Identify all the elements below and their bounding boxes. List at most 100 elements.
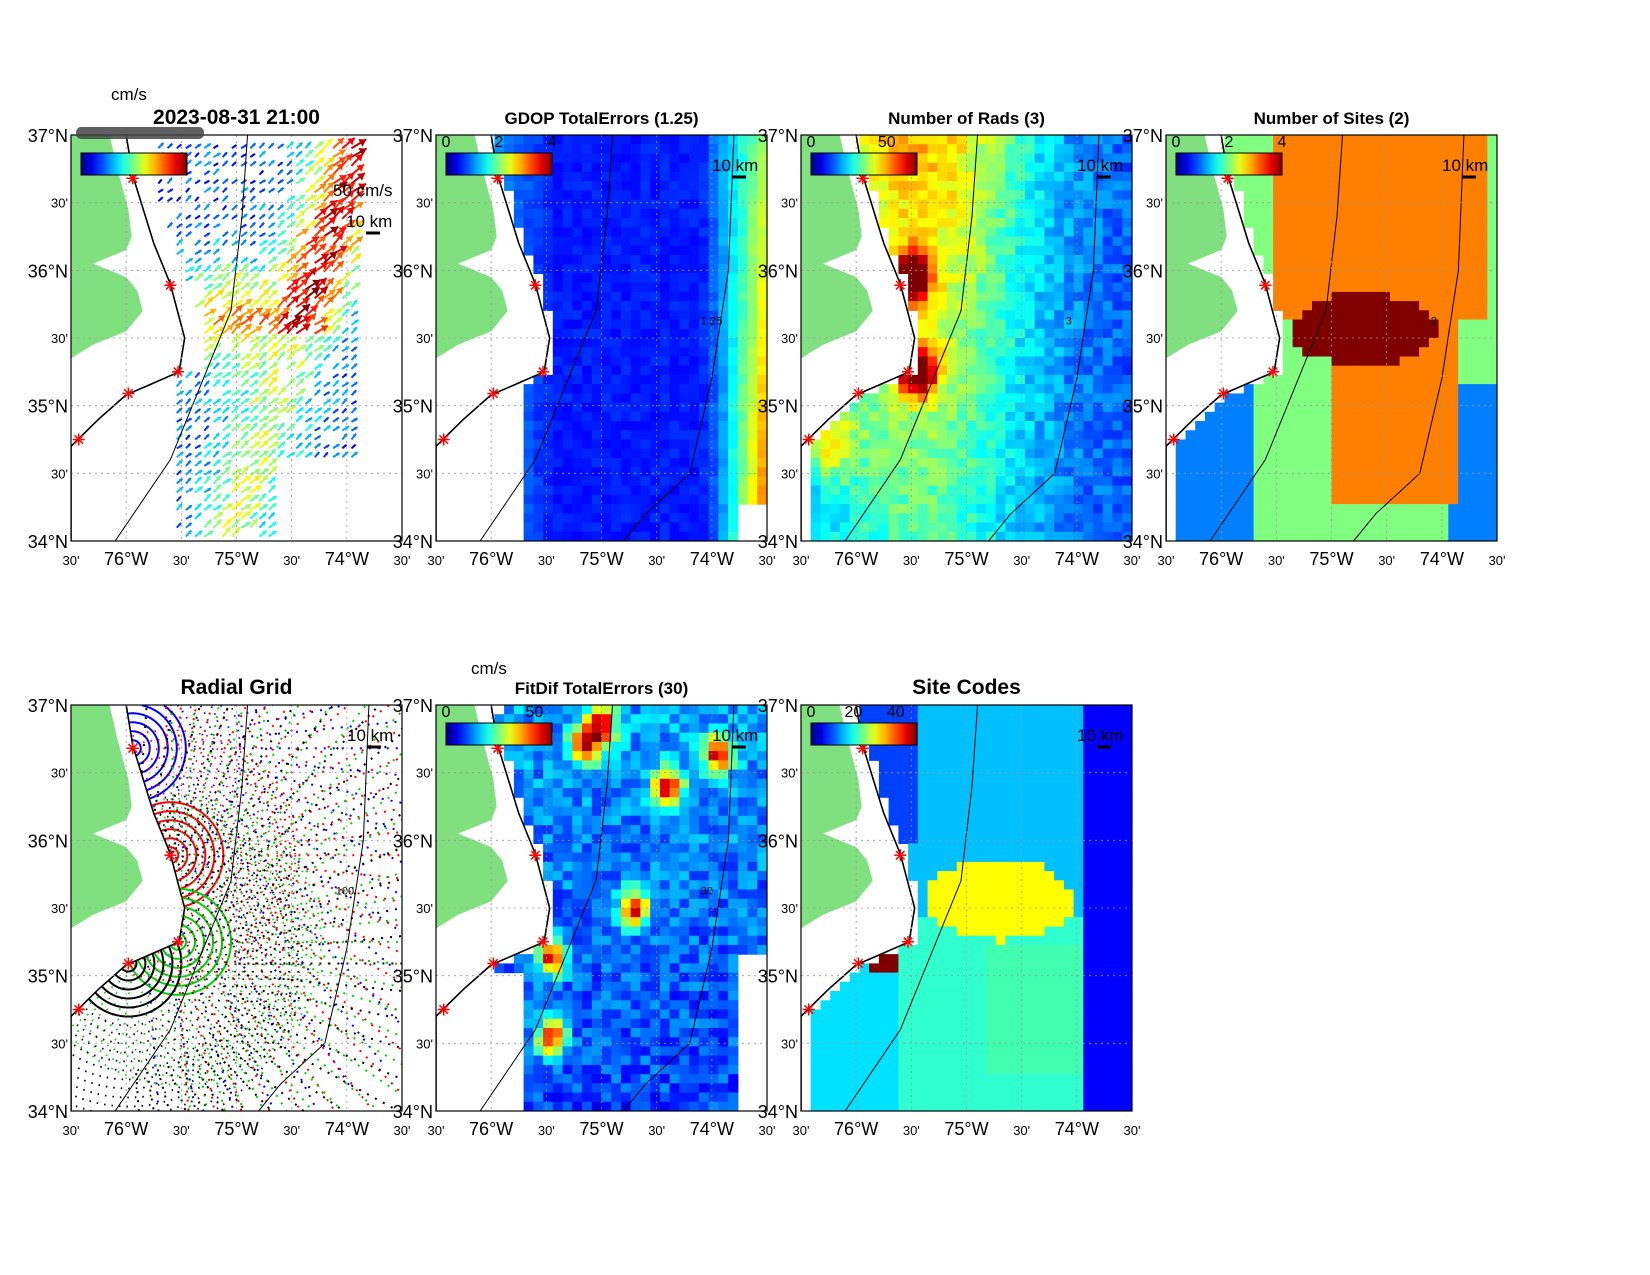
heatmap-cell: [1083, 218, 1094, 228]
heatmap-cell: [1093, 282, 1104, 293]
vector-arrowhead: [198, 470, 203, 474]
heatmap-cell: [1024, 513, 1036, 524]
heatmap-cell: [1263, 264, 1274, 274]
heatmap-cell: [878, 458, 890, 468]
vector-arrowhead: [234, 240, 239, 245]
heatmap-cell: [757, 291, 767, 302]
heatmap-cell: [1341, 153, 1352, 164]
heatmap-cell: [650, 255, 661, 265]
heatmap-cell: [630, 494, 641, 505]
heatmap-cell: [1380, 144, 1391, 154]
heatmap-cell: [966, 338, 977, 348]
heatmap-cell: [552, 273, 564, 284]
heatmap-cell: [927, 365, 938, 376]
heatmap-cell: [1063, 374, 1075, 385]
heatmap-cell: [1122, 319, 1132, 330]
heatmap-cell: [1102, 430, 1114, 441]
heatmap-cell: [1477, 374, 1488, 385]
heatmap-cell: [1015, 181, 1026, 191]
heatmap-cell: [718, 328, 729, 339]
heatmap-cell: [513, 190, 525, 201]
heatmap-cell: [1112, 218, 1123, 228]
heatmap-cell: [1360, 411, 1371, 422]
heatmap-cell: [1054, 421, 1065, 431]
heatmap-cell: [1034, 522, 1045, 533]
heatmap-cell: [1487, 448, 1497, 459]
heatmap-cell: [917, 365, 929, 376]
vector-arrowhead: [297, 433, 302, 438]
heatmap-cell: [1093, 374, 1104, 385]
star-stroke: [895, 280, 906, 290]
vector-arrowhead: [262, 232, 266, 236]
heatmap-cell: [640, 365, 651, 376]
heatmap-cell: [917, 301, 929, 311]
vector-arrowhead: [169, 189, 173, 192]
heatmap-cell: [630, 347, 641, 357]
heatmap-cell: [1341, 162, 1352, 173]
heatmap-cell: [1448, 218, 1459, 228]
heatmap-cell: [849, 439, 860, 450]
heatmap-cell: [1487, 458, 1497, 468]
heatmap-cell: [1399, 273, 1410, 284]
heatmap-cell: [917, 245, 929, 256]
heatmap-cell: [621, 421, 632, 431]
heatmap-cell: [669, 181, 680, 191]
y-tick-label: 35°N: [393, 397, 433, 417]
heatmap-cell: [956, 338, 968, 348]
heatmap-cell: [1083, 347, 1094, 357]
heatmap-cell: [757, 439, 767, 450]
heatmap-cell: [543, 411, 554, 422]
heatmap-cell: [1054, 384, 1065, 394]
heatmap-cell: [1273, 448, 1284, 459]
vector-arrowhead: [254, 397, 261, 403]
vector-arrowhead: [263, 468, 269, 474]
heatmap-cell: [937, 476, 948, 487]
heatmap-cell: [1389, 356, 1401, 367]
heatmap-cell: [659, 190, 671, 201]
heatmap-cell: [718, 338, 729, 348]
y-tick-label: 34°N: [758, 532, 798, 552]
heatmap-cell: [1419, 328, 1430, 339]
heatmap-cell: [1214, 402, 1225, 413]
heatmap-cell: [611, 476, 622, 487]
heatmap-cell: [1351, 374, 1362, 385]
heatmap-cell: [1112, 485, 1123, 496]
heatmap-cell: [1292, 208, 1303, 219]
heatmap-cell: [1195, 485, 1206, 496]
heatmap-cell: [1428, 236, 1440, 247]
y-tick-label: 36°N: [28, 261, 68, 281]
heatmap-cell: [1083, 494, 1094, 505]
heatmap-cell: [1005, 319, 1016, 330]
heatmap-cell: [927, 153, 938, 164]
heatmap-cell: [1093, 338, 1104, 348]
vector-arrowhead: [326, 425, 331, 430]
vector-arrowhead: [261, 203, 266, 208]
heatmap-cell: [1409, 291, 1420, 302]
heatmap-cell: [601, 384, 612, 394]
heatmap-cell: [1312, 162, 1323, 173]
vector-arrowhead: [308, 452, 313, 457]
heatmap-cell: [1054, 153, 1065, 164]
heatmap-cell: [1370, 218, 1381, 228]
heatmap-cell: [1054, 458, 1065, 468]
heatmap-cell: [927, 356, 938, 367]
vector-arrowhead: [317, 407, 322, 412]
heatmap-cell: [1083, 236, 1094, 247]
heatmap-cell: [1054, 531, 1065, 541]
vector-arrowhead: [352, 433, 357, 438]
heatmap-cell: [552, 494, 564, 505]
heatmap-cell: [1005, 310, 1016, 321]
heatmap-cell: [737, 356, 749, 367]
vector-arrowhead: [344, 271, 351, 278]
vector-arrowhead: [262, 377, 268, 384]
heatmap-cell: [898, 402, 909, 413]
heatmap-cell: [976, 430, 987, 441]
heatmap-cell: [937, 374, 948, 385]
vector-arrowhead: [318, 141, 324, 147]
heatmap-cell: [888, 504, 899, 514]
heatmap-cell: [976, 411, 987, 422]
heatmap-cell: [878, 504, 890, 514]
heatmap-cell: [689, 467, 700, 477]
heatmap-cell: [956, 393, 968, 404]
heatmap-cell: [1341, 144, 1352, 154]
